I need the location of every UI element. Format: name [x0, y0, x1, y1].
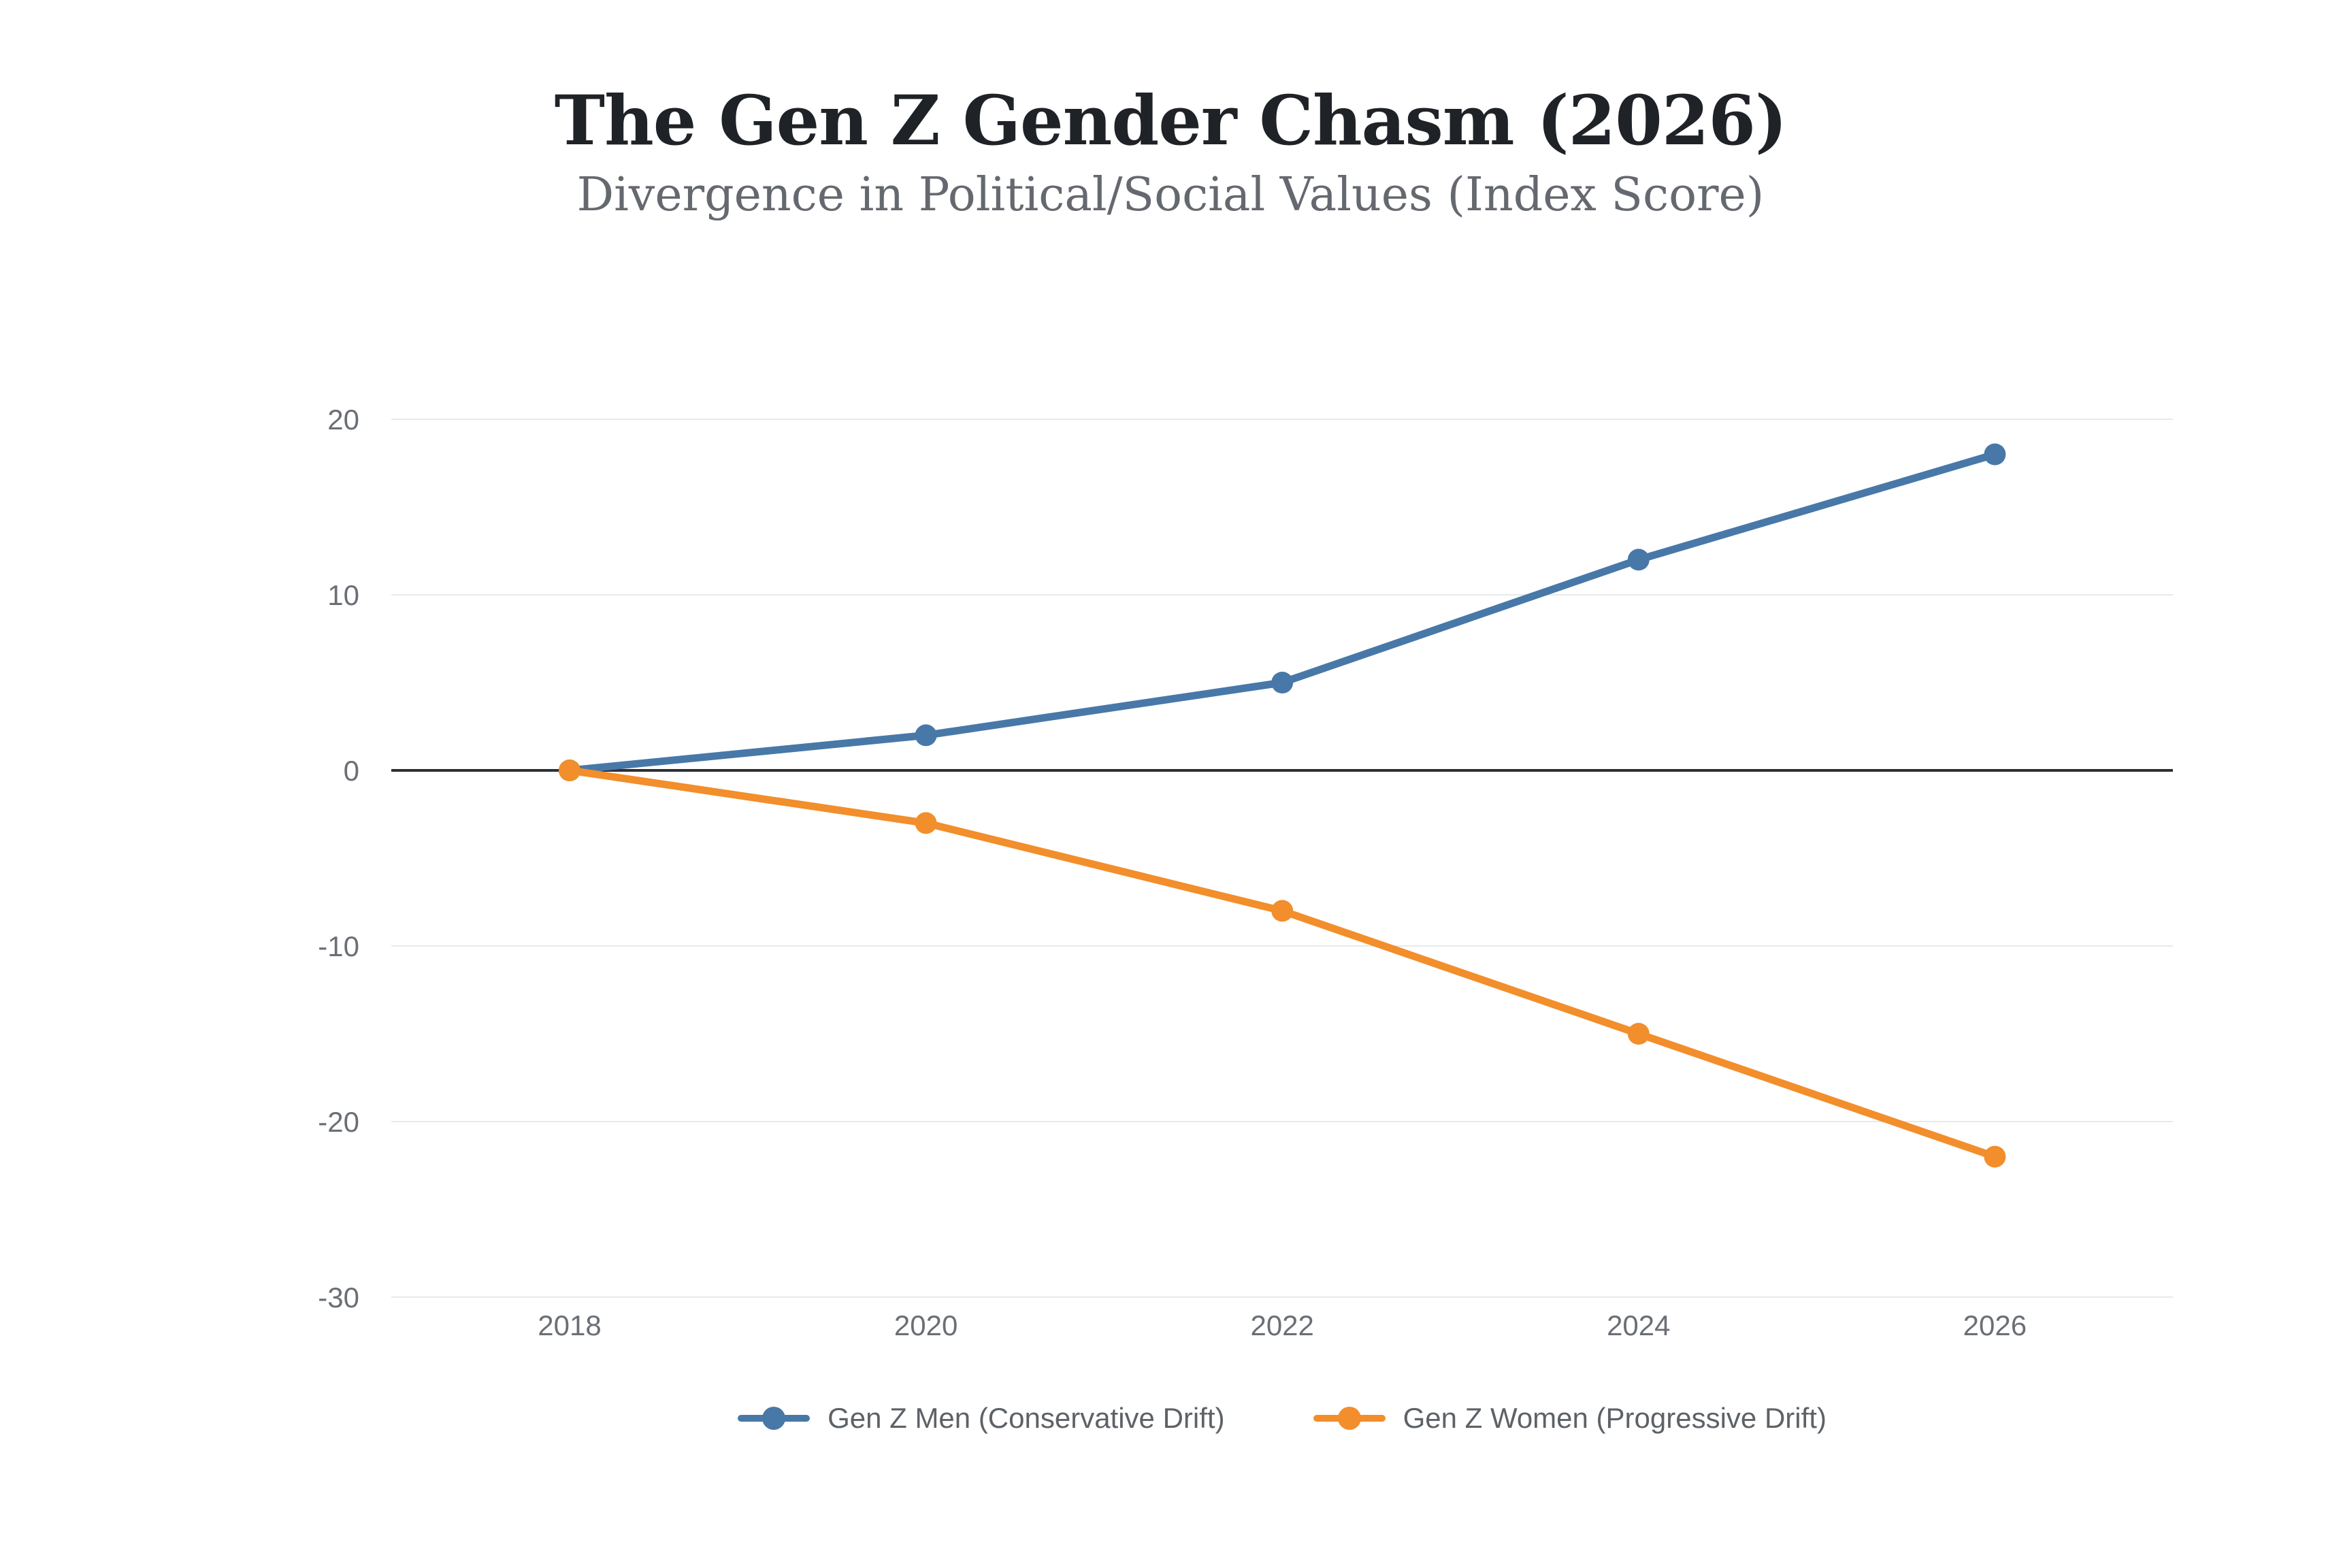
line-dot-marker-icon	[738, 1407, 811, 1430]
y-tick-label: -10	[318, 930, 359, 962]
series-line-0	[566, 451, 1999, 774]
x-tick-label: 2026	[1963, 1309, 2027, 1341]
gridlines-group	[391, 419, 2173, 1298]
y-tick-label: 0	[344, 755, 359, 787]
line-dot-marker-icon	[1313, 1407, 1386, 1430]
x-tick-label: 2024	[1607, 1309, 1670, 1341]
chart-header: The Gen Z Gender Chasm (2026) Divergence…	[0, 80, 2341, 223]
data-point	[559, 760, 580, 781]
y-tick-label: 20	[327, 404, 359, 436]
x-tick-label: 2018	[538, 1309, 601, 1341]
legend-item-gen-z-women[interactable]: Gen Z Women (Progressive Drift)	[1313, 1402, 1827, 1435]
data-point	[1984, 1145, 2006, 1168]
data-point	[915, 724, 937, 747]
chart-legend: Gen Z Men (Conservative Drift) Gen Z Wom…	[391, 1402, 2173, 1435]
series-line-1	[566, 766, 1999, 1161]
y-tick-label: -20	[318, 1106, 359, 1138]
y-tick-label: 10	[327, 579, 359, 611]
y-tick-label: -30	[318, 1281, 359, 1313]
x-tick-label: 2020	[894, 1309, 957, 1341]
legend-item-gen-z-men[interactable]: Gen Z Men (Conservative Drift)	[738, 1402, 1225, 1435]
axis-labels-group: 20 10 0 -10 -20 -30 2018 2020 2022 2024 2026	[318, 404, 2027, 1341]
data-point	[1627, 1023, 1650, 1045]
data-point	[1627, 549, 1650, 571]
x-tick-label: 2022	[1250, 1309, 1313, 1341]
chart-subtitle: Divergence in Political/Social Values (I…	[576, 168, 1765, 222]
legend-label-gen-z-men: Gen Z Men (Conservative Drift)	[828, 1402, 1225, 1434]
data-point	[915, 812, 937, 834]
data-point	[1271, 900, 1294, 922]
series-lines-group	[559, 443, 2006, 1168]
data-point	[1984, 443, 2006, 466]
data-point	[1271, 672, 1294, 693]
legend-label-gen-z-women: Gen Z Women (Progressive Drift)	[1403, 1402, 1827, 1434]
chart-title: The Gen Z Gender Chasm (2026)	[554, 80, 1788, 161]
